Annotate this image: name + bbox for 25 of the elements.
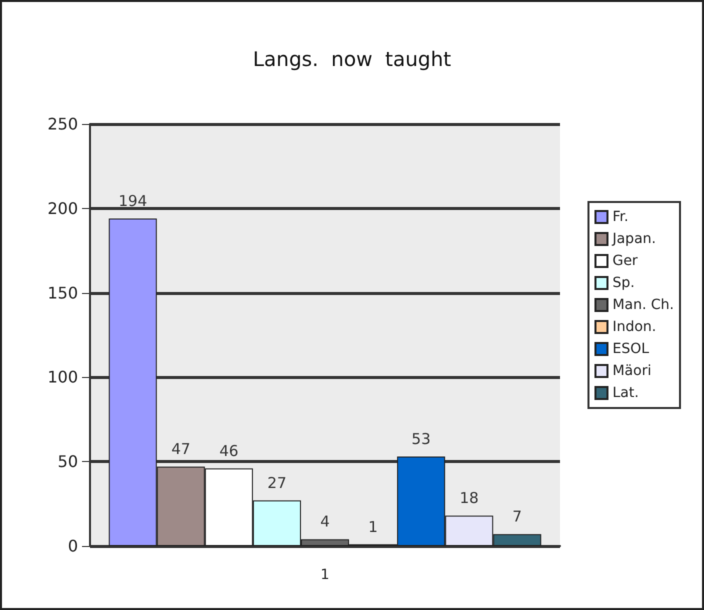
legend-label: Japan. — [611, 231, 656, 247]
y-tick-label: 200 — [47, 198, 78, 218]
legend-label: Sp. — [612, 275, 635, 291]
chart-title: Langs. now taught — [252, 47, 452, 71]
legend-label: Mäori — [612, 363, 652, 379]
y-tick-label: 0 — [68, 536, 78, 556]
data-label: 194 — [118, 192, 148, 210]
y-tick-label: 100 — [47, 368, 78, 387]
data-label: 4 — [320, 512, 330, 531]
legend-label: Fr. — [612, 209, 628, 225]
data-label: 27 — [267, 474, 286, 492]
legend-label: Ger — [612, 253, 638, 269]
y-tick-label: 50 — [58, 452, 78, 472]
data-label: 53 — [412, 430, 431, 448]
legend-label: Man. Ch. — [612, 297, 674, 313]
y-tick-label: 250 — [47, 114, 78, 134]
data-label: 7 — [512, 508, 522, 526]
data-label: 18 — [460, 489, 479, 508]
legend-label: ESOL — [612, 341, 650, 357]
data-label: 46 — [219, 442, 238, 460]
data-label: 1 — [368, 518, 378, 536]
legend-label: Lat. — [612, 385, 639, 401]
y-tick-label: 150 — [47, 283, 78, 302]
data-label: 47 — [171, 440, 190, 458]
legend-label: Indon. — [612, 319, 656, 335]
